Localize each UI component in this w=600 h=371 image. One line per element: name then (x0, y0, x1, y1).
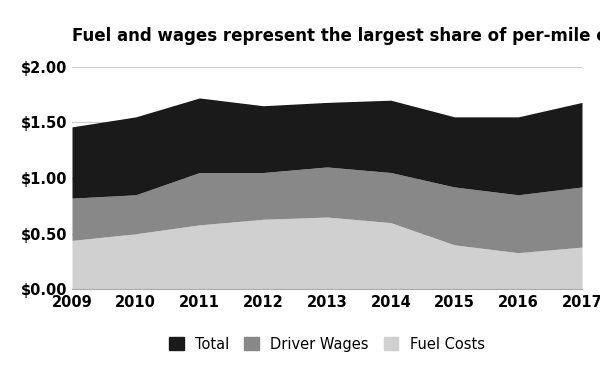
Legend: Total, Driver Wages, Fuel Costs: Total, Driver Wages, Fuel Costs (169, 337, 485, 352)
Text: Fuel and wages represent the largest share of per-mile costs: Fuel and wages represent the largest sha… (72, 26, 600, 45)
